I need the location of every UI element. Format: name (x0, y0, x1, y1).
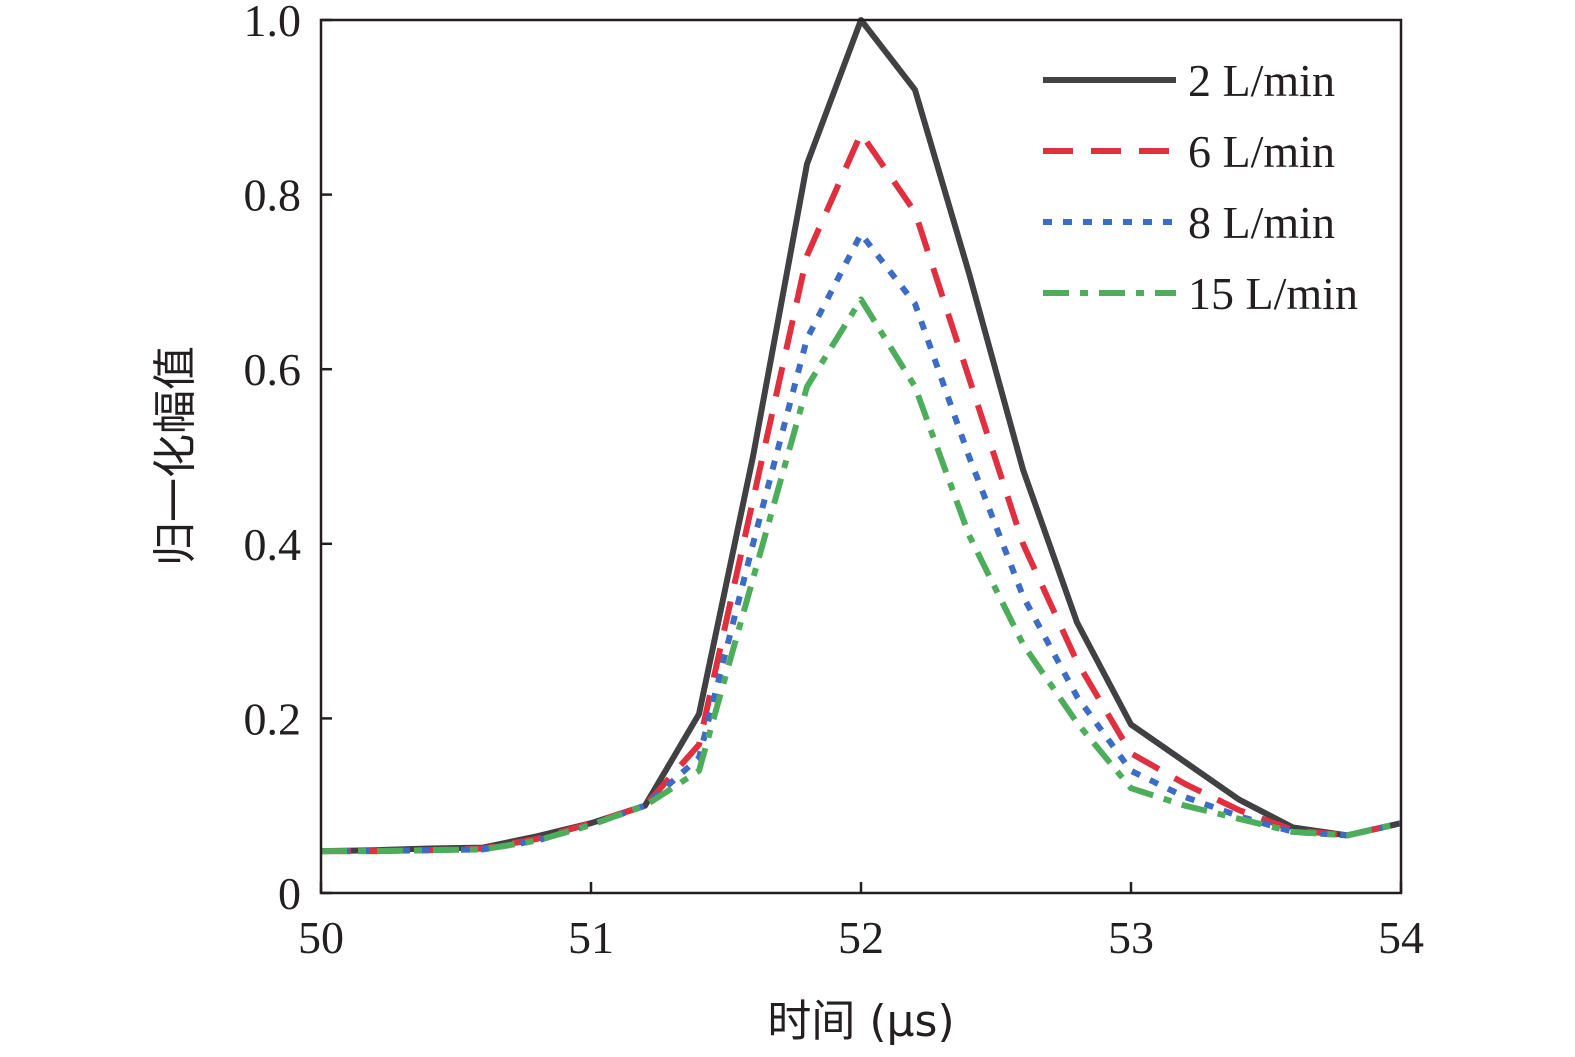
axis-ticks: 50 51 52 53 54 0 0.2 0.4 0.6 0.8 1.0 (244, 0, 1425, 963)
y-tick-label: 0.8 (244, 170, 302, 221)
series-line-2 (321, 130, 1402, 855)
legend: 2 L/min 6 L/min 8 L/min 15 L/min (1043, 55, 1358, 319)
x-tick-label: 50 (298, 912, 344, 963)
y-tick-label: 0.2 (244, 693, 302, 744)
x-tick-label: 51 (568, 912, 614, 963)
y-tick-label: 1.0 (244, 0, 302, 46)
x-tick-label: 52 (838, 912, 884, 963)
y-axis-title: 归一化幅值 (150, 346, 201, 566)
legend-label-1: 2 L/min (1188, 55, 1335, 106)
legend-label-3: 8 L/min (1188, 197, 1335, 248)
y-tick-label: 0.6 (244, 344, 302, 395)
x-tick-label: 54 (1378, 912, 1424, 963)
series-line-4 (321, 296, 1402, 855)
legend-label-4: 15 L/min (1188, 268, 1358, 319)
x-axis-title: 时间 (μs) (767, 996, 954, 1047)
y-tick-label: 0.4 (244, 519, 302, 570)
x-tick-label: 53 (1108, 912, 1154, 963)
legend-label-2: 6 L/min (1188, 126, 1335, 177)
y-tick-label: 0 (278, 868, 301, 919)
series-line-3 (321, 230, 1402, 855)
